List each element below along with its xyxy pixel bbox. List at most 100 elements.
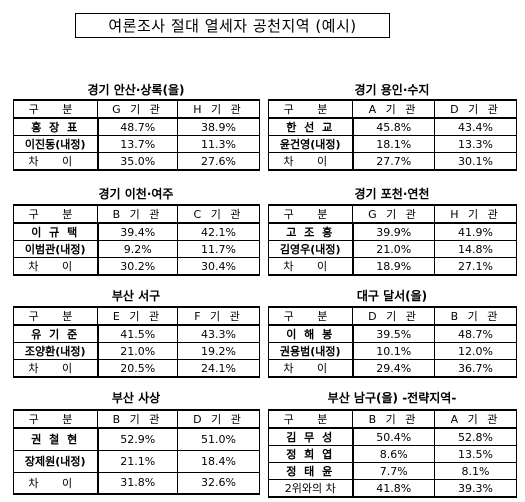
value-cell: 21.0% — [97, 342, 178, 360]
header-category: 구 분 — [268, 99, 353, 119]
value-cell: 48.7% — [97, 118, 178, 136]
value-cell: 50.4% — [352, 428, 435, 446]
header-agency-2: F 기 관 — [177, 306, 260, 326]
header-agency-2: H 기 관 — [177, 99, 260, 119]
header-agency-1: G 기 관 — [352, 204, 435, 224]
value-cell: 43.3% — [177, 325, 260, 343]
value-cell: 43.4% — [434, 118, 517, 136]
poll-table: 구 분 B 기 관 D 기 관 권 철 현 52.9% 51.0% 장제원(내정… — [13, 409, 260, 495]
panel-busan-sasang: 부산 사상 구 분 B 기 관 D 기 관 권 철 현 52.9% 51.0% … — [13, 391, 260, 497]
difference-label: 차 이 — [268, 257, 354, 276]
panel-title: 부산 남구(을) -전략지역- — [327, 391, 457, 405]
candidate-name: 이 규 택 — [13, 223, 99, 241]
value-cell: 20.5% — [97, 359, 178, 378]
header-category: 구 분 — [13, 204, 98, 224]
panel-title: 부산 서구 — [111, 289, 161, 303]
header-agency-2: B 기 관 — [434, 306, 517, 326]
header-agency-1: A 기 관 — [352, 99, 435, 119]
candidate-name: 이 해 봉 — [268, 325, 354, 343]
value-cell: 12.0% — [434, 342, 517, 360]
header-agency-1: B 기 관 — [352, 409, 435, 429]
value-cell: 11.3% — [177, 135, 260, 153]
header-agency-2: C 기 관 — [177, 204, 260, 224]
header-category: 구 분 — [268, 409, 353, 429]
poll-table: 구 분 G 기 관 H 기 관 고 조 흥 39.9% 41.9% 김영우(내정… — [268, 204, 517, 276]
panel-title: 경기 포천·연천 — [354, 187, 430, 201]
value-cell: 21.1% — [97, 450, 178, 473]
candidate-name: 김영우(내정) — [268, 240, 354, 258]
value-cell: 45.8% — [352, 118, 435, 136]
value-cell: 18.9% — [352, 257, 435, 276]
value-cell: 29.4% — [352, 359, 435, 378]
value-cell: 38.9% — [177, 118, 260, 136]
value-cell: 41.8% — [352, 479, 435, 498]
poll-table: 구 분 B 기 관 C 기 관 이 규 택 39.4% 42.1% 이범관(내정… — [13, 204, 260, 276]
difference-label: 2위와의 차 — [268, 479, 354, 498]
panel-pocheon-yeoncheon: 경기 포천·연천 구 분 G 기 관 H 기 관 고 조 흥 39.9% 41.… — [268, 187, 517, 276]
value-cell: 30.4% — [177, 257, 260, 276]
candidate-name: 유 기 준 — [13, 325, 99, 343]
candidate-name: 김 무 성 — [268, 428, 354, 446]
value-cell: 11.7% — [177, 240, 260, 258]
candidate-name: 고 조 흥 — [268, 223, 354, 241]
value-cell: 27.6% — [177, 152, 260, 171]
panel-icheon-yeoju: 경기 이천·여주 구 분 B 기 관 C 기 관 이 규 택 39.4% 42.… — [13, 187, 260, 276]
value-cell: 7.7% — [352, 462, 435, 480]
poll-table: 구 분 G 기 관 H 기 관 홍 장 표 48.7% 38.9% 이진동(내정… — [13, 99, 260, 171]
header-category: 구 분 — [13, 409, 98, 429]
poll-table: 구 분 D 기 관 B 기 관 이 해 봉 39.5% 48.7% 권용범(내정… — [268, 306, 517, 378]
difference-label: 차 이 — [268, 359, 354, 378]
difference-label: 차 이 — [13, 152, 99, 171]
value-cell: 39.9% — [352, 223, 435, 241]
panel-title: 경기 안산·상록(을) — [87, 83, 185, 97]
value-cell: 31.8% — [97, 472, 178, 495]
candidate-name: 권용범(내정) — [268, 342, 354, 360]
header-agency-1: G 기 관 — [97, 99, 178, 119]
panel-busan-namgu: 부산 남구(을) -전략지역- 구 분 B 기 관 A 기 관 김 무 성 50… — [268, 391, 517, 498]
panel-title: 경기 용인·수지 — [354, 83, 430, 97]
poll-table: 구 분 A 기 관 D 기 관 한 선 교 45.8% 43.4% 윤건영(내정… — [268, 99, 517, 171]
value-cell: 8.1% — [434, 462, 517, 480]
value-cell: 52.9% — [97, 428, 178, 451]
difference-label: 차 이 — [13, 257, 99, 276]
value-cell: 42.1% — [177, 223, 260, 241]
value-cell: 52.8% — [434, 428, 517, 446]
value-cell: 36.7% — [434, 359, 517, 378]
difference-label: 차 이 — [13, 359, 99, 378]
candidate-name: 한 선 교 — [268, 118, 354, 136]
difference-label: 차 이 — [268, 152, 354, 171]
value-cell: 30.1% — [434, 152, 517, 171]
header-agency-1: D 기 관 — [352, 306, 435, 326]
value-cell: 51.0% — [177, 428, 260, 451]
difference-label: 차 이 — [13, 472, 99, 495]
header-agency-1: E 기 관 — [97, 306, 178, 326]
candidate-name: 이범관(내정) — [13, 240, 99, 258]
value-cell: 35.0% — [97, 152, 178, 171]
document-title: 여론조사 절대 열세자 공천지역 (예시) — [75, 13, 390, 38]
value-cell: 21.0% — [352, 240, 435, 258]
value-cell: 41.5% — [97, 325, 178, 343]
value-cell: 24.1% — [177, 359, 260, 378]
poll-table: 구 분 E 기 관 F 기 관 유 기 준 41.5% 43.3% 조양환(내정… — [13, 306, 260, 378]
header-category: 구 분 — [13, 99, 98, 119]
value-cell: 13.7% — [97, 135, 178, 153]
panel-busan-seogu: 부산 서구 구 분 E 기 관 F 기 관 유 기 준 41.5% 43.3% … — [13, 289, 260, 378]
value-cell: 48.7% — [434, 325, 517, 343]
value-cell: 10.1% — [352, 342, 435, 360]
header-agency-2: H 기 관 — [434, 204, 517, 224]
candidate-name: 정 태 윤 — [268, 462, 354, 480]
panel-ansan-sangrok: 경기 안산·상록(을) 구 분 G 기 관 H 기 관 홍 장 표 48.7% … — [13, 83, 260, 171]
header-agency-2: D 기 관 — [177, 409, 260, 429]
panel-title: 대구 달서(을) — [356, 289, 428, 303]
value-cell: 32.6% — [177, 472, 260, 495]
header-category: 구 분 — [268, 306, 353, 326]
panel-yongin-suji: 경기 용인·수지 구 분 A 기 관 D 기 관 한 선 교 45.8% 43.… — [268, 83, 517, 171]
value-cell: 18.4% — [177, 450, 260, 473]
candidate-name: 조양환(내정) — [13, 342, 99, 360]
value-cell: 13.3% — [434, 135, 517, 153]
value-cell: 27.1% — [434, 257, 517, 276]
value-cell: 8.6% — [352, 445, 435, 463]
candidate-name: 홍 장 표 — [13, 118, 99, 136]
header-agency-1: B 기 관 — [97, 204, 178, 224]
header-category: 구 분 — [13, 306, 98, 326]
